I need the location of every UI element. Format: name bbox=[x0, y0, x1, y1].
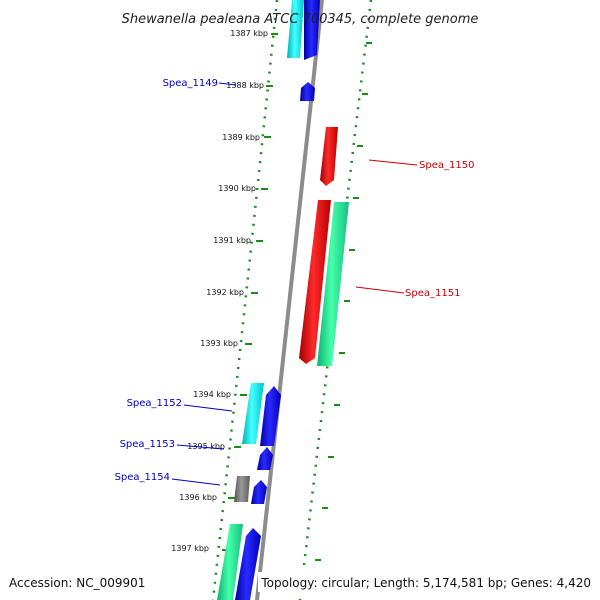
label-spea-1152: Spea_1152 bbox=[127, 398, 182, 409]
tick-labels: 1387 kbp 1388 kbp 1389 kbp 1390 kbp 1391… bbox=[171, 29, 268, 553]
label-leaders bbox=[171, 82, 418, 486]
tick-label: 1388 kbp bbox=[226, 81, 264, 90]
footer-left-backdrop bbox=[6, 572, 156, 592]
gene-features bbox=[217, 0, 349, 600]
gene-labels: Spea_1149 Spea_1150 Spea_1151 Spea_1152 … bbox=[115, 78, 475, 483]
tick-label: 1393 kbp bbox=[200, 339, 238, 348]
cds-spea-1154 bbox=[251, 480, 267, 504]
leader-spea-1149 bbox=[218, 82, 237, 86]
label-spea-1149: Spea_1149 bbox=[163, 78, 218, 89]
leader-spea-1153 bbox=[176, 444, 225, 450]
cds-feature-reverse bbox=[304, 0, 320, 60]
rna-feature-reverse bbox=[287, 0, 304, 58]
cds-spea-1150 bbox=[320, 127, 338, 186]
tick-marks bbox=[222, 33, 372, 561]
cds-spea-1149 bbox=[300, 82, 315, 101]
label-spea-1153: Spea_1153 bbox=[120, 439, 175, 450]
tick-label: 1395 kbp bbox=[187, 442, 225, 451]
topology-summary-text: Topology: circular; Length: 5,174,581 bp… bbox=[260, 576, 591, 590]
rna-spea-1152 bbox=[242, 383, 264, 444]
label-spea-1151: Spea_1151 bbox=[405, 288, 460, 299]
label-spea-1150: Spea_1150 bbox=[419, 160, 474, 171]
map-title: Shewanella pealeana ATCC 700345, complet… bbox=[122, 12, 479, 27]
leader-spea-1151 bbox=[355, 286, 405, 294]
genome-backbone bbox=[255, 0, 324, 600]
rna-feature-forward bbox=[217, 524, 243, 600]
tick-label: 1397 kbp bbox=[171, 544, 209, 553]
tick-label: 1389 kbp bbox=[222, 133, 260, 142]
leader-spea-1154 bbox=[171, 478, 221, 486]
leader-spea-1152 bbox=[183, 404, 233, 412]
cds-spea-1153 bbox=[257, 447, 273, 470]
rna-spea-1151 bbox=[317, 202, 349, 366]
footer-right-backdrop bbox=[258, 572, 596, 592]
leader-spea-1150 bbox=[368, 159, 418, 166]
other-spea-1154 bbox=[234, 476, 250, 502]
tick-label: 1391 kbp bbox=[213, 236, 251, 245]
accession-text: Accession: NC_009901 bbox=[9, 576, 145, 590]
tick-label: 1392 kbp bbox=[206, 288, 244, 297]
tick-label: 1387 kbp bbox=[230, 29, 268, 38]
tick-label: 1390 kbp bbox=[218, 184, 256, 193]
label-spea-1154: Spea_1154 bbox=[115, 472, 170, 483]
cds-spea-1152 bbox=[260, 386, 281, 446]
tick-label: 1396 kbp bbox=[179, 493, 217, 502]
cds-spea-1151 bbox=[299, 200, 331, 364]
tick-label: 1394 kbp bbox=[193, 390, 231, 399]
cds-feature-reverse bbox=[235, 528, 261, 600]
